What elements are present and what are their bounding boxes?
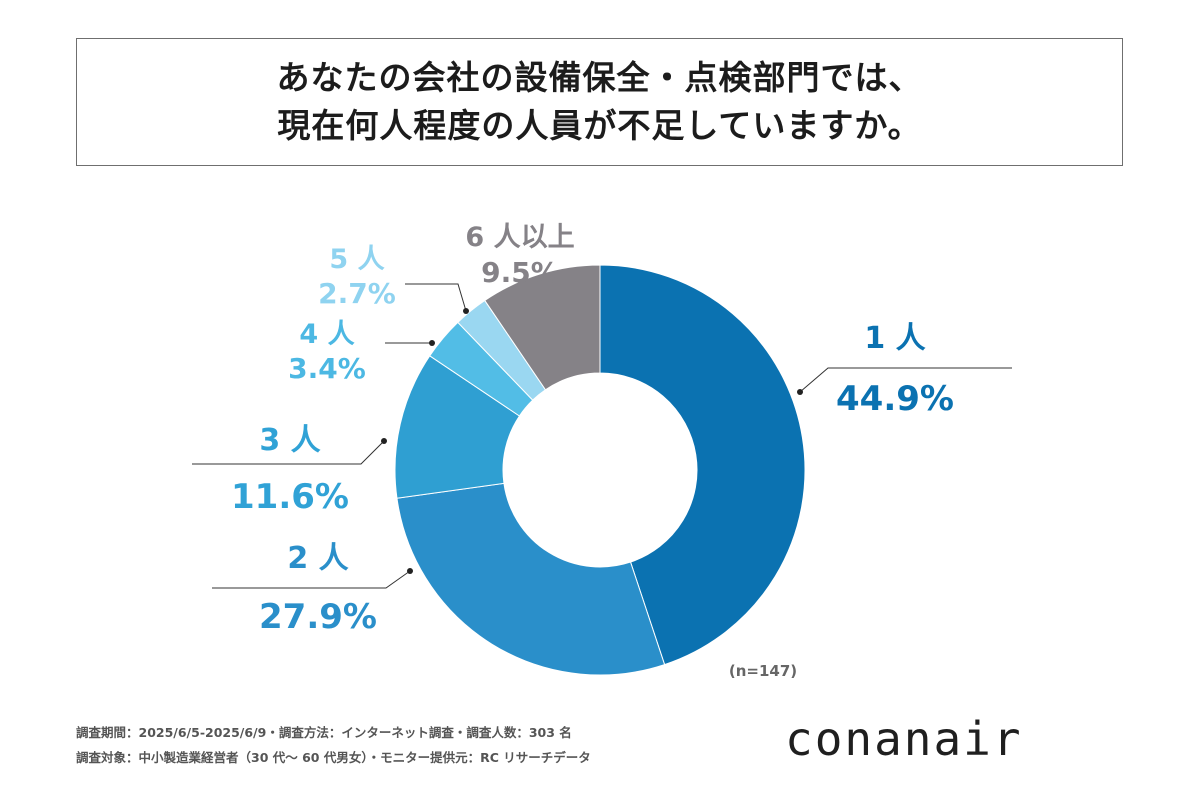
slice-category-label: 6 人以上: [465, 222, 574, 253]
survey-footnote-line-1: 調査期間：2025/6/5-2025/6/9・調査方法：インターネット調査・調査…: [76, 725, 572, 740]
slice-percent-label: 3.4%: [288, 352, 366, 385]
survey-footnote: 調査期間：2025/6/5-2025/6/9・調査方法：インターネット調査・調査…: [76, 720, 591, 770]
leader-dot: [381, 438, 387, 444]
question-title-line-2: 現在何人程度の人員が不足していますか。: [277, 106, 922, 145]
survey-footnote-line-2: 調査対象：中小製造業経営者（30 代～ 60 代男女）・モニター提供元：RC リ…: [76, 750, 591, 765]
leader-dot: [797, 389, 803, 395]
leader-dot: [463, 308, 469, 314]
conanair-logo: conanair: [785, 712, 1023, 766]
slice-percent-label: 2.7%: [318, 277, 396, 310]
leader-line: [405, 283, 467, 312]
slice-percent-label: 9.5%: [481, 256, 559, 289]
slice-category-label: 2 人: [287, 541, 348, 576]
donut-slice: [396, 482, 666, 676]
leader-line: [192, 440, 385, 465]
question-title-box: あなたの会社の設備保全・点検部門では、 現在何人程度の人員が不足していますか。: [76, 38, 1123, 166]
leader-dot: [407, 568, 413, 574]
slice-category-label: 4 人: [299, 319, 354, 350]
slice-category-label: 5 人: [329, 244, 384, 275]
leader-dot: [429, 340, 435, 346]
question-title-line-1: あなたの会社の設備保全・点検部門では、: [276, 58, 923, 97]
leader-line: [212, 570, 411, 589]
slice-category-label: 1 人: [864, 321, 925, 356]
donut-slice: [599, 264, 806, 666]
slice-percent-label: 11.6%: [231, 477, 349, 517]
slice-percent-label: 27.9%: [259, 597, 377, 637]
slice-percent-label: 44.9%: [836, 379, 954, 419]
leader-line: [799, 367, 1012, 393]
sample-size-label: (n=147): [729, 662, 797, 680]
donut-slice: [484, 264, 601, 391]
slice-category-label: 3 人: [259, 423, 320, 458]
